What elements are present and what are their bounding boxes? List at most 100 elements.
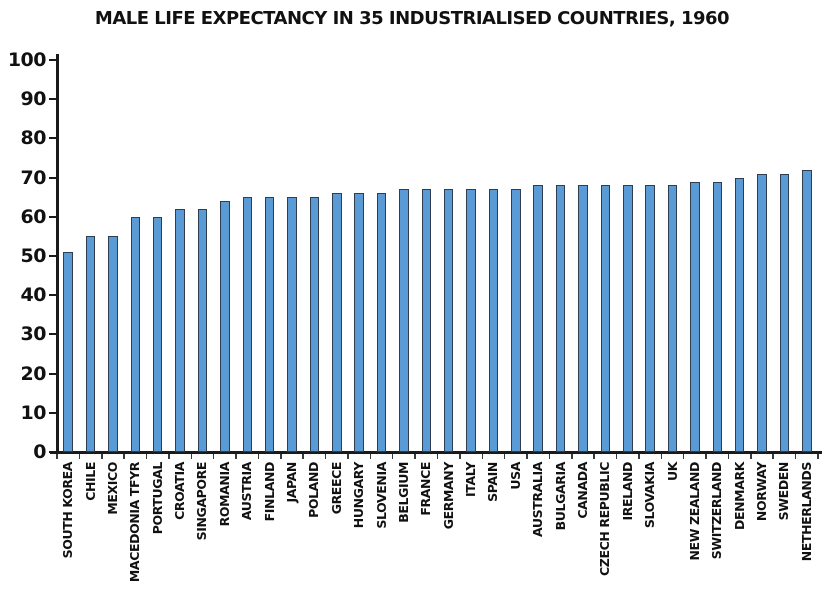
x-tick — [369, 453, 372, 459]
bar — [734, 177, 745, 452]
bar — [175, 208, 185, 452]
x-tick — [705, 453, 707, 459]
bar — [287, 197, 297, 452]
bar — [712, 181, 723, 452]
chart-title: MALE LIFE EXPECTANCY IN 35 INDUSTRIALISE… — [94, 8, 730, 29]
x-tick — [503, 453, 506, 459]
bar — [533, 185, 543, 452]
y-tick — [49, 215, 57, 218]
y-tick — [49, 411, 57, 414]
y-tick-label: 10 — [20, 401, 47, 424]
y-tick — [49, 372, 57, 375]
x-tick-label: NETHERLANDS — [798, 462, 814, 562]
bar — [511, 189, 521, 452]
bar — [421, 189, 432, 452]
y-tick — [49, 176, 57, 179]
x-tick-label: FRANCE — [418, 462, 434, 516]
x-tick-label: BELGIUM — [395, 462, 411, 523]
bar — [623, 185, 633, 452]
x-tick — [459, 453, 461, 459]
x-tick-label: NEW ZEALAND — [686, 462, 702, 561]
x-tick — [302, 453, 304, 459]
bar — [488, 189, 499, 452]
x-tick-label: AUSTRALIA — [530, 462, 546, 537]
x-tick — [324, 453, 327, 459]
x-tick-label: ITALY — [463, 462, 479, 497]
bar — [376, 193, 387, 452]
y-axis — [56, 54, 59, 454]
x-tick — [347, 453, 349, 459]
y-tick-label: 50 — [20, 245, 47, 267]
x-tick — [436, 453, 439, 459]
x-tick — [212, 453, 215, 459]
y-tick-label: 70 — [20, 166, 47, 189]
y-tick — [49, 333, 57, 336]
x-tick — [526, 453, 528, 459]
x-tick — [257, 453, 260, 459]
bar — [152, 216, 163, 452]
x-tick-label: MACEDONIA TFYR — [127, 462, 143, 583]
y-tick-label: 60 — [20, 205, 47, 228]
bar — [309, 197, 320, 452]
bar — [220, 201, 230, 452]
x-tick-label: CANADA — [574, 462, 590, 519]
x-tick-label: BULGARIA — [552, 462, 568, 531]
bar — [399, 189, 409, 452]
bar — [332, 193, 342, 452]
x-tick-label: HUNGARY — [351, 462, 367, 529]
x-tick-label: GERMANY — [440, 462, 456, 530]
bar — [757, 173, 767, 452]
x-tick-label: SWEDEN — [776, 462, 792, 521]
bar — [197, 208, 208, 452]
x-tick — [280, 453, 282, 459]
x-axis — [50, 450, 822, 454]
bar — [443, 189, 454, 452]
x-tick — [168, 453, 170, 459]
y-tick-label: 0 — [33, 441, 46, 463]
x-tick-label: IRELAND — [619, 462, 635, 521]
x-tick-label: USA — [507, 462, 523, 490]
x-tick — [817, 453, 819, 459]
x-tick-label: SINGAPORE — [194, 462, 210, 541]
x-tick-label: CROATIA — [172, 462, 188, 520]
x-tick — [571, 453, 573, 459]
x-tick-label: AUSTRIA — [239, 462, 255, 521]
x-tick — [414, 453, 416, 459]
bar — [63, 252, 73, 452]
y-tick — [49, 98, 57, 101]
y-tick — [49, 137, 57, 140]
x-tick — [772, 453, 774, 459]
bar — [779, 173, 790, 452]
bar — [130, 216, 141, 452]
bar — [264, 197, 275, 452]
x-tick-label: MEXICO — [104, 462, 120, 515]
bar — [667, 185, 678, 452]
y-tick-label: 30 — [20, 323, 47, 346]
x-tick-label: DENMARK — [731, 462, 747, 531]
x-tick-label: SLOVAKIA — [642, 462, 658, 529]
bar — [466, 189, 476, 452]
x-tick-label: JAPAN — [284, 462, 299, 503]
x-tick — [123, 453, 125, 459]
y-tick — [49, 294, 57, 297]
bar — [802, 169, 812, 452]
x-tick-label: PORTUGAL — [149, 462, 165, 535]
x-tick-label: FINLAND — [261, 462, 277, 522]
x-tick-label: SOUTH KOREA — [60, 462, 76, 559]
x-tick — [101, 453, 103, 459]
x-tick — [750, 453, 752, 459]
x-tick-label: SPAIN — [485, 462, 501, 502]
x-tick-label: ROMANIA — [216, 462, 232, 527]
bar — [690, 181, 700, 452]
y-tick-label: 40 — [20, 284, 47, 307]
x-tick-label: POLAND — [306, 462, 322, 518]
bar — [108, 236, 118, 452]
bar — [600, 185, 611, 452]
x-tick — [548, 453, 551, 459]
x-tick — [660, 453, 663, 459]
x-tick — [145, 453, 148, 459]
x-tick-label: SLOVENIA — [373, 462, 389, 529]
y-tick — [49, 451, 57, 453]
y-tick-label: 90 — [20, 88, 47, 111]
